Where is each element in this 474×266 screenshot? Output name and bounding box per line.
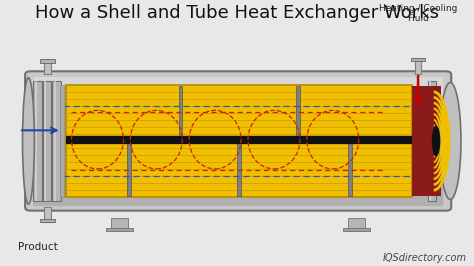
Bar	[343, 228, 370, 231]
Bar	[44, 207, 51, 222]
Bar	[54, 140, 62, 197]
Bar	[52, 81, 61, 201]
Bar	[111, 218, 128, 230]
Bar	[415, 59, 421, 74]
Ellipse shape	[23, 78, 35, 204]
Text: How a Shell and Tube Heat Exchanger Works: How a Shell and Tube Heat Exchanger Work…	[35, 4, 439, 22]
FancyBboxPatch shape	[33, 77, 443, 109]
Bar	[40, 59, 55, 63]
Bar	[127, 141, 130, 196]
Bar	[44, 81, 46, 201]
Bar	[237, 141, 241, 196]
Bar	[54, 81, 56, 201]
Bar	[296, 86, 300, 137]
FancyBboxPatch shape	[25, 71, 451, 211]
FancyBboxPatch shape	[33, 174, 443, 206]
Bar	[54, 85, 62, 138]
Bar	[35, 81, 37, 201]
Text: IQSdirectory.com: IQSdirectory.com	[383, 253, 467, 263]
Ellipse shape	[439, 82, 461, 200]
Bar	[43, 81, 51, 201]
Bar	[40, 219, 55, 222]
Bar	[179, 86, 182, 137]
Bar	[412, 86, 441, 196]
Text: Heating / Cooling
Fluid: Heating / Cooling Fluid	[379, 4, 457, 23]
Bar	[60, 85, 64, 197]
Bar	[44, 60, 51, 74]
Bar	[348, 218, 365, 230]
Bar	[411, 58, 425, 61]
Text: Product: Product	[18, 242, 58, 252]
Bar	[428, 81, 436, 201]
Bar	[106, 228, 133, 231]
Bar	[33, 81, 42, 201]
Ellipse shape	[432, 125, 440, 157]
Bar	[66, 85, 412, 197]
Bar	[348, 141, 352, 196]
Bar	[429, 81, 431, 201]
